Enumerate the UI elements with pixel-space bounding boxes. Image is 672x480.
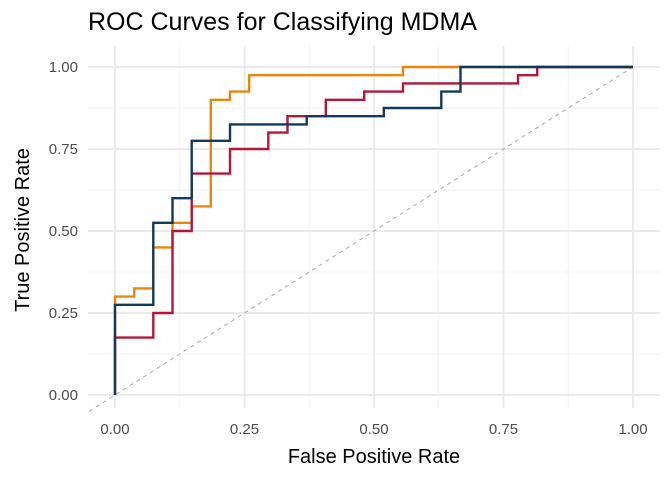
x-tick-label: 0.00 xyxy=(100,421,129,438)
y-tick-label: 0.00 xyxy=(49,387,78,404)
reference-line-layer xyxy=(88,66,634,412)
y-tick-label: 0.25 xyxy=(49,305,78,322)
x-tick-label: 0.25 xyxy=(230,421,259,438)
y-axis-title: True Positive Rate xyxy=(12,148,34,312)
y-tick-label: 0.50 xyxy=(49,223,78,240)
roc-curve-3 xyxy=(113,65,633,395)
x-tick-label: 0.50 xyxy=(359,421,388,438)
x-tick-labels: 0.00 0.25 0.50 0.75 1.00 xyxy=(100,421,647,438)
x-tick-label: 1.00 xyxy=(618,421,647,438)
diagonal-reference-line xyxy=(88,66,634,412)
y-tick-labels: 0.00 0.25 0.50 0.75 1.00 xyxy=(49,59,78,404)
y-tick-label: 1.00 xyxy=(49,59,78,76)
x-axis-title: False Positive Rate xyxy=(288,446,460,468)
series-layer xyxy=(113,65,633,395)
y-tick-label: 0.75 xyxy=(49,141,78,158)
x-tick-label: 0.75 xyxy=(489,421,518,438)
roc-curve-2 xyxy=(113,65,633,395)
chart-title: ROC Curves for Classifying MDMA xyxy=(88,8,477,36)
